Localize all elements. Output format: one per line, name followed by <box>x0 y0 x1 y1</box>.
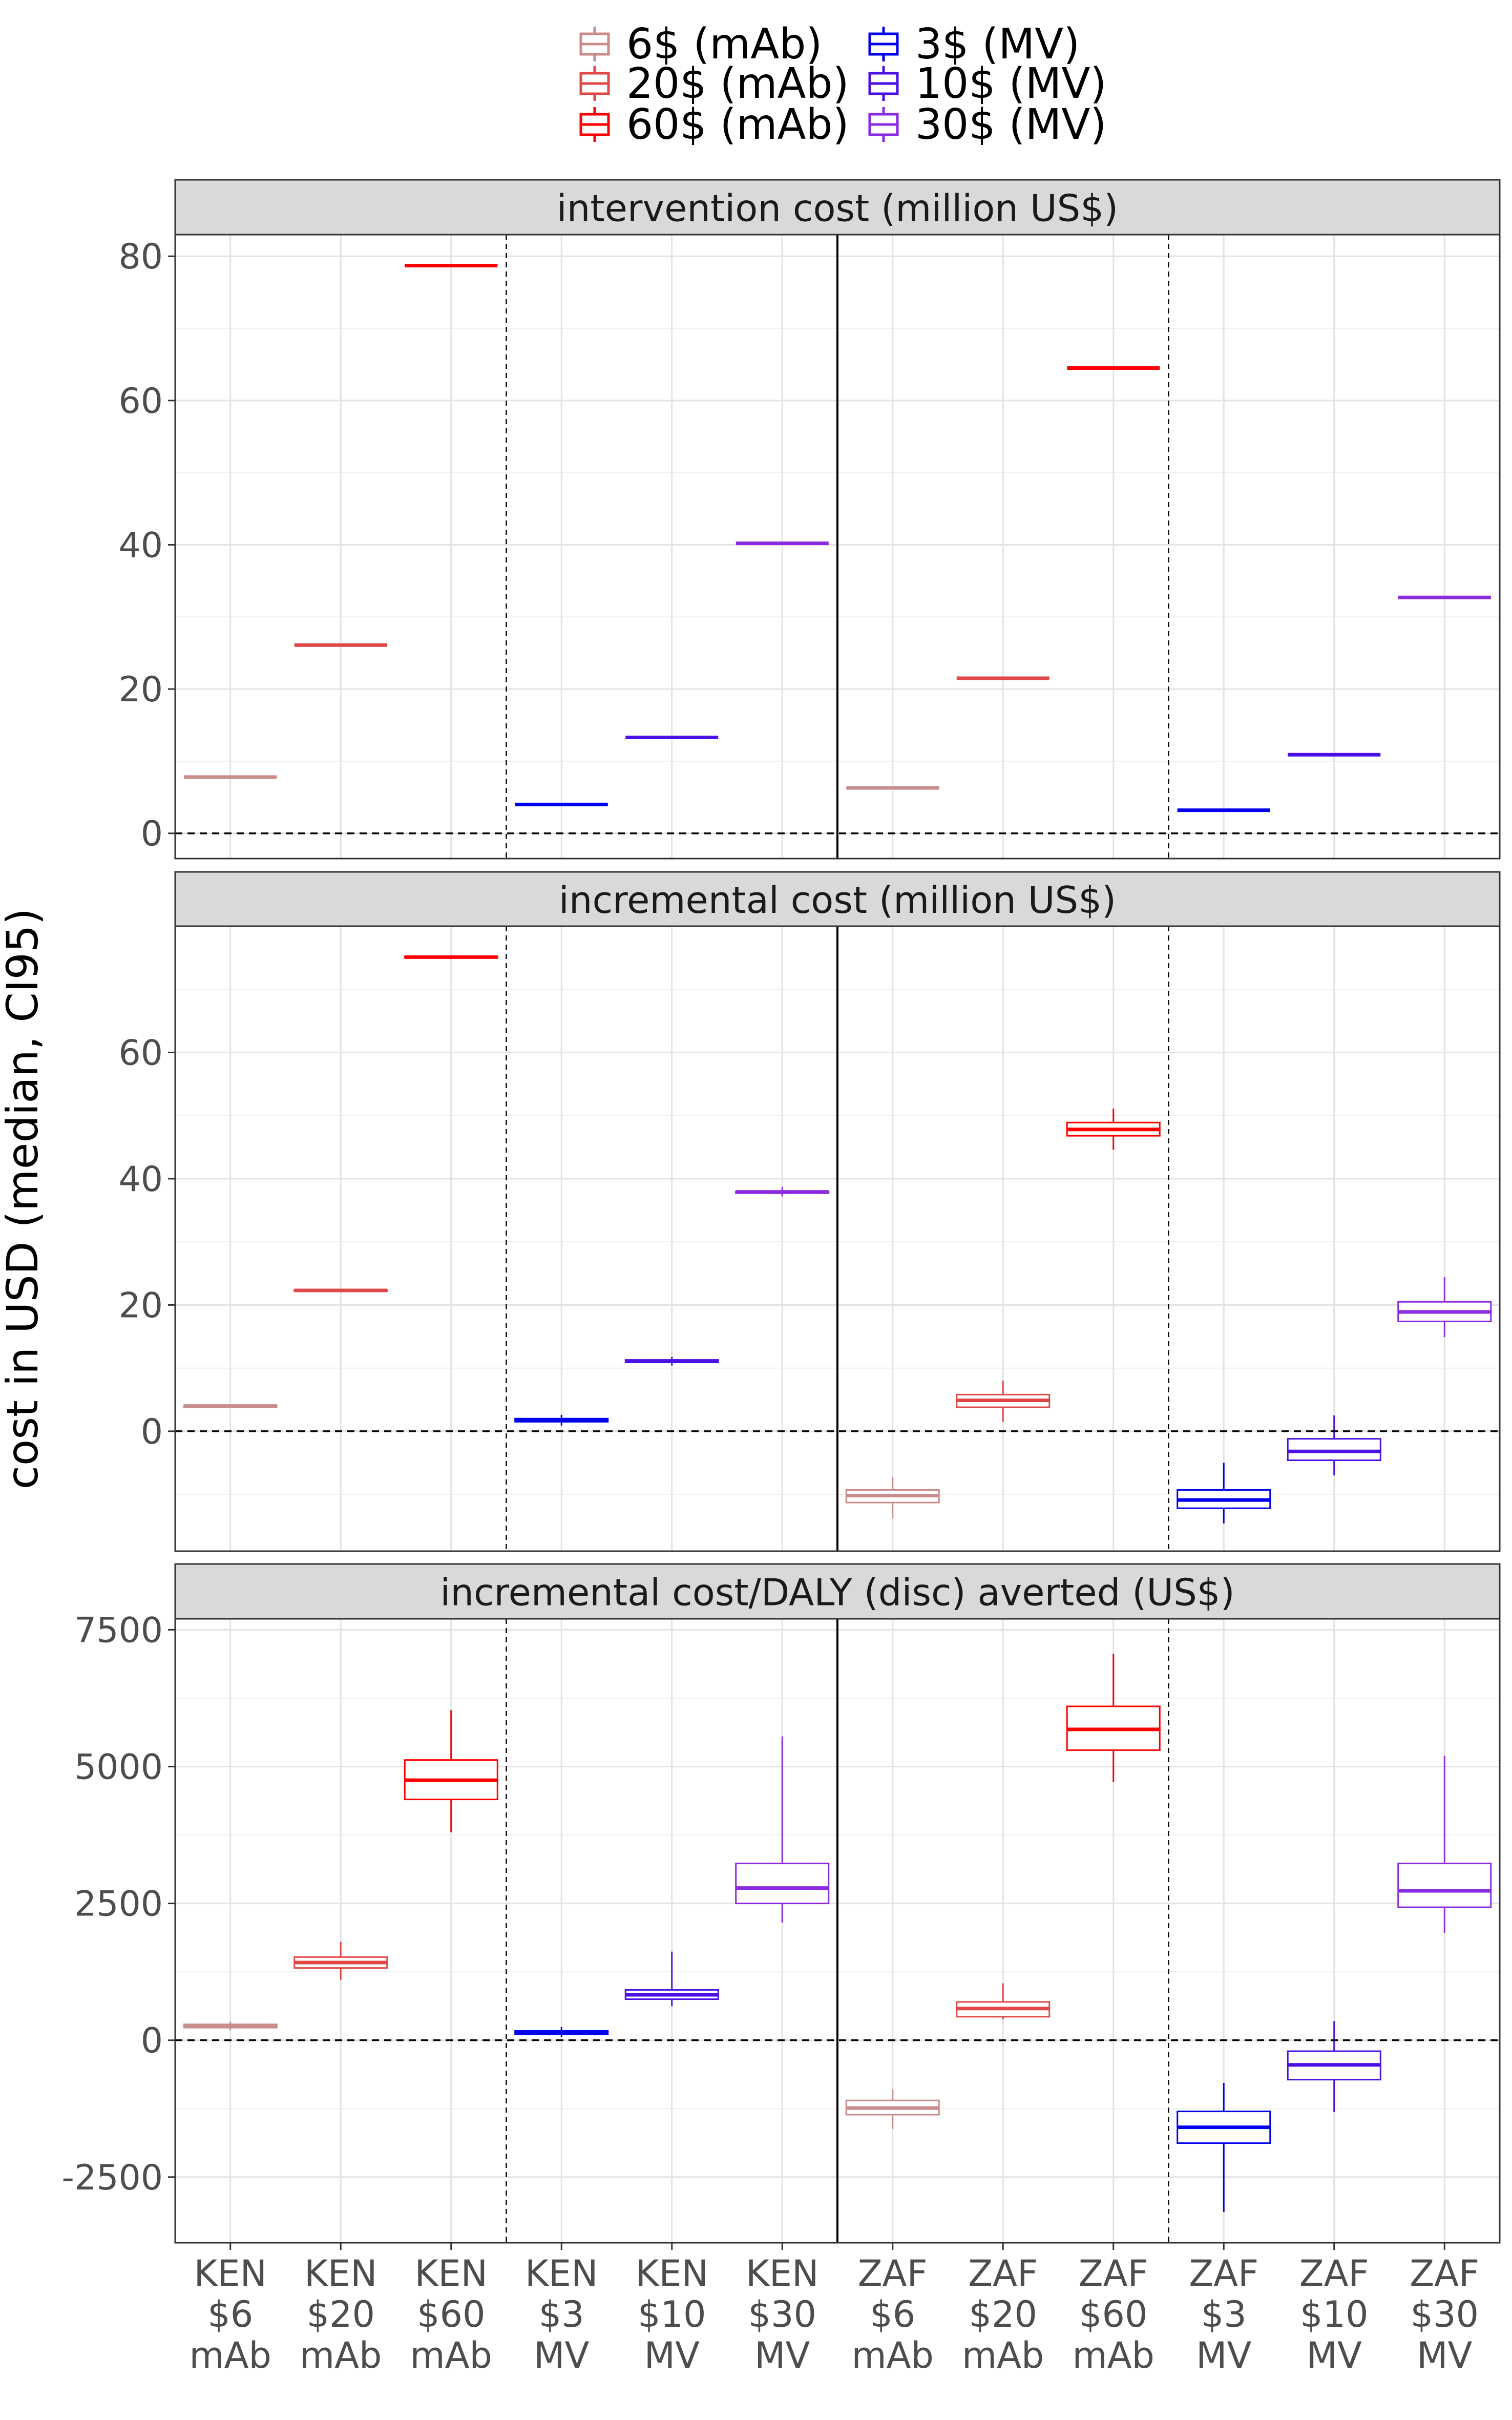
x-tick-label: $30 <box>748 2293 816 2335</box>
x-tick-label: mAb <box>1072 2334 1154 2376</box>
x-tick-label: KEN <box>746 2252 819 2294</box>
x-tick-label: $60 <box>1079 2293 1148 2335</box>
box-iqr <box>1397 1863 1492 1908</box>
y-tick-label: 5000 <box>74 1747 163 1787</box>
x-tick-label: $20 <box>969 2293 1037 2335</box>
x-tick-label: ZAF <box>1079 2252 1148 2294</box>
y-tick-label: 0 <box>141 2021 163 2061</box>
facet-title: incremental cost/DALY (disc) averted (US… <box>440 1571 1234 1614</box>
x-tick-label: KEN <box>525 2252 598 2294</box>
box-iqr <box>735 1863 830 1905</box>
y-tick-label: 7500 <box>74 1610 163 1651</box>
facet-title: intervention cost (million US$) <box>557 187 1119 230</box>
x-tick-label: $3 <box>539 2293 584 2335</box>
y-axis-title: cost in USD (median, CI95) <box>0 908 48 1490</box>
x-tick-label: ZAF <box>1299 2252 1369 2294</box>
x-tick-label: ZAF <box>1410 2252 1479 2294</box>
panel-border <box>174 1618 1501 2244</box>
facet-strip <box>174 179 1501 236</box>
x-tick-label: $60 <box>417 2293 486 2335</box>
x-tick-label: ZAF <box>968 2252 1038 2294</box>
x-tick-label: MV <box>1307 2334 1362 2376</box>
facet-strip <box>174 871 1501 927</box>
x-tick-label: $30 <box>1410 2293 1479 2335</box>
x-tick-label: KEN <box>415 2252 488 2294</box>
y-tick-label: 60 <box>118 381 163 422</box>
legend-label: 10$ (MV) <box>915 59 1106 108</box>
legend-label: 20$ (mAb) <box>626 59 849 108</box>
x-tick-label: $10 <box>1300 2293 1369 2335</box>
x-tick-label: mAb <box>300 2334 382 2376</box>
x-tick-label: KEN <box>194 2252 267 2294</box>
x-tick-label: MV <box>644 2334 700 2376</box>
x-tick-label: $20 <box>306 2293 375 2335</box>
y-tick-label: 60 <box>118 1033 163 1073</box>
legend-label: 6$ (mAb) <box>626 20 822 69</box>
legend-label: 30$ (MV) <box>915 100 1106 149</box>
panel-border <box>174 925 1501 1552</box>
x-tick-label: ZAF <box>1189 2252 1258 2294</box>
x-tick-label: MV <box>1196 2334 1251 2376</box>
legend-label: 60$ (mAb) <box>626 100 849 149</box>
x-tick-label: mAb <box>962 2334 1044 2376</box>
y-tick-label: 20 <box>118 670 163 710</box>
legend-label: 3$ (MV) <box>915 20 1080 69</box>
x-tick-label: KEN <box>304 2252 377 2294</box>
y-tick-label: 0 <box>141 1412 163 1452</box>
y-tick-label: 2500 <box>74 1884 163 1925</box>
x-tick-label: MV <box>534 2334 589 2376</box>
y-tick-label: 20 <box>118 1285 163 1326</box>
facet-title: incremental cost (million US$) <box>559 879 1116 922</box>
x-tick-label: mAb <box>851 2334 934 2376</box>
x-tick-label: MV <box>1417 2334 1472 2376</box>
box-iqr <box>1287 1438 1381 1462</box>
y-tick-label: 40 <box>118 1159 163 1200</box>
x-tick-label: $6 <box>207 2293 253 2335</box>
y-tick-label: -2500 <box>61 2158 163 2198</box>
x-tick-label: MV <box>754 2334 810 2376</box>
y-tick-label: 80 <box>118 237 163 277</box>
y-tick-label: 40 <box>118 525 163 566</box>
x-tick-label: $6 <box>870 2293 915 2335</box>
x-tick-label: mAb <box>410 2334 492 2376</box>
x-tick-label: KEN <box>636 2252 709 2294</box>
x-tick-label: $10 <box>638 2293 706 2335</box>
facet-strip <box>174 1563 1501 1620</box>
x-tick-label: ZAF <box>858 2252 928 2294</box>
y-tick-label: 0 <box>141 814 163 854</box>
x-tick-label: mAb <box>189 2334 271 2376</box>
x-tick-label: $3 <box>1201 2293 1247 2335</box>
panel-border <box>174 234 1501 860</box>
